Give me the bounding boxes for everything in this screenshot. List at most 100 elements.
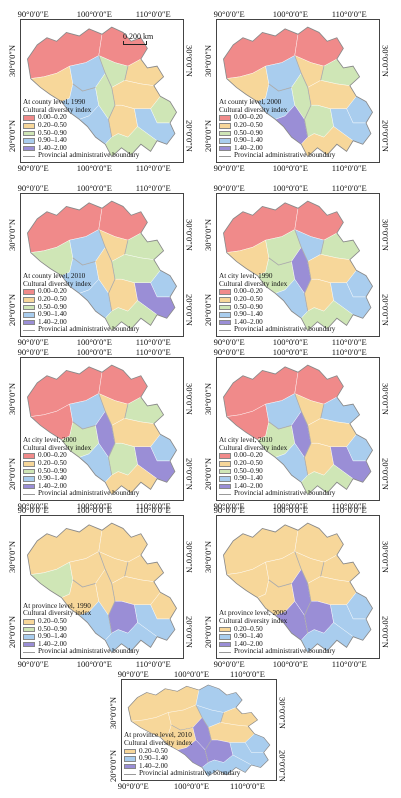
longitude-label: 110°0′0″E	[135, 347, 171, 357]
latitude-label: 30°0′0″N	[380, 382, 391, 415]
boundary-line-symbol	[23, 493, 35, 495]
latitude-label: 30°0′0″N	[380, 540, 391, 573]
legend-swatch	[219, 641, 231, 648]
legend-swatch	[23, 123, 35, 129]
legend-level-title: At province level, 1990	[23, 601, 91, 610]
legend-index-title: Cultural diversity index	[219, 616, 288, 625]
latitude-label: 20°0′0″N	[7, 457, 17, 490]
legend-swatch	[23, 476, 35, 482]
study-area-outline	[27, 364, 178, 496]
legend-swatch	[23, 297, 35, 303]
legend-item: 0.50–0.90	[23, 466, 139, 476]
province-boundary	[268, 83, 292, 92]
legend-item: 0.20–0.50	[219, 294, 335, 304]
map-frame: 0 200 km At county level, 1990 Cultural di…	[20, 19, 184, 163]
latitude-label: 20°0′0″N	[7, 293, 17, 326]
latitude-label: 20°0′0″N	[277, 750, 288, 783]
legend-class-label: 0.20–0.50	[234, 294, 263, 303]
legend-item: 1.40–2.00	[124, 761, 240, 771]
legend-item: 0.00–0.20	[219, 452, 335, 460]
legend-item: 0.50–0.90	[23, 625, 139, 634]
province-boundary	[320, 66, 325, 81]
latitude-label: 20°0′0″N	[203, 457, 213, 490]
legend-item: 0.00–0.20	[219, 114, 335, 122]
latitude-label: 30°0′0″N	[203, 44, 213, 77]
province-boundary	[220, 712, 225, 723]
legend-index-title: Cultural diversity index	[23, 443, 92, 452]
longitude-label: 110°0′0″E	[331, 501, 367, 511]
legend-item: 0.00–0.20	[219, 288, 335, 296]
longitude-label: 110°0′0″E	[230, 781, 265, 791]
legend-item: 1.40–2.00	[219, 318, 335, 327]
longitude-label: 110°0′0″E	[331, 9, 367, 19]
study-area-outline	[223, 26, 374, 158]
longitude-label: 90°0′0″E	[213, 659, 245, 669]
legend-class-label: 0.90–1.40	[234, 632, 263, 641]
legend-item-boundary: Provincial administrative boundary	[124, 770, 240, 778]
legend-swatch	[23, 115, 35, 121]
longitude-label: 90°0′0″E	[17, 163, 49, 173]
longitude-label: 90°0′0″E	[117, 781, 149, 791]
longitude-label: 110°0′0″E	[331, 337, 367, 347]
legend-item: 0.90–1.40	[219, 311, 335, 319]
province-boundary	[171, 724, 193, 731]
legend-level-title: At county level, 2000	[219, 98, 282, 107]
legend-level-title: At city level, 2010	[219, 436, 273, 445]
choropleth-map	[223, 200, 374, 332]
legend-class-label: 0.90–1.40	[139, 754, 168, 763]
boundary-line-symbol	[219, 651, 231, 653]
longitude-label: 100°0′0″E	[272, 337, 308, 347]
boundary-line-symbol	[219, 493, 231, 495]
map-frame: At county level, 2010 Cultural diversity …	[20, 193, 184, 337]
legend-boundary-label: Provincial administrative boundary	[38, 647, 140, 656]
legend-boundary-label: Provincial administrative boundary	[234, 647, 336, 656]
longitude-label: 110°0′0″E	[331, 163, 367, 173]
legend-class-label: 0.90–1.40	[234, 136, 263, 145]
legend-swatch	[219, 123, 231, 129]
longitude-label: 100°0′0″E	[76, 163, 112, 173]
legend-class-label: 0.20–0.50	[234, 120, 263, 129]
legend-item: 0.20–0.50	[23, 121, 139, 130]
legend-class-label: 0.90–1.40	[38, 632, 67, 641]
longitude-label: 90°0′0″E	[213, 501, 245, 511]
legend-swatch	[219, 453, 231, 459]
map-legend: At province level, 1990 Cultural diversit…	[23, 601, 140, 656]
legend-class-label: 0.00–0.20	[234, 451, 263, 460]
longitude-label: 100°0′0″E	[272, 9, 308, 19]
legend-class-label: 0.20–0.50	[38, 458, 67, 467]
legend-level-title: At county level, 2010	[23, 272, 86, 281]
longitude-label: 100°0′0″E	[272, 163, 308, 173]
legend-class-label: 0.90–1.40	[38, 310, 67, 319]
legend-class-label: 1.40–2.00	[139, 761, 168, 770]
legend-swatch	[124, 748, 136, 755]
map-panel: 90°0′0″E 100°0′0″E 110°0′0″E At province le…	[203, 506, 392, 676]
boundary-line-symbol	[219, 155, 231, 157]
legend-swatch	[219, 115, 231, 121]
legend-class-label: 0.00–0.20	[234, 287, 263, 296]
legend-class-label: 0.00–0.20	[234, 113, 263, 122]
legend-index-title: Cultural diversity index	[219, 443, 288, 452]
latitude-label: 20°0′0″N	[203, 293, 213, 326]
map-panel: 90°0′0″E 100°0′0″E 110°0′0″E 0 200 km At cou…	[7, 9, 196, 180]
longitude-label: 100°0′0″E	[76, 347, 112, 357]
latitude-label: 20°0′0″N	[380, 457, 391, 490]
legend-swatch	[23, 626, 35, 633]
legend-class-label: 0.90–1.40	[38, 474, 67, 483]
legend-class-label: 1.40–2.00	[38, 143, 67, 152]
latitude-label: 20°0′0″N	[203, 119, 213, 152]
legend-item: 1.40–2.00	[23, 143, 139, 153]
legend-item-boundary: Provincial administrative boundary	[23, 490, 139, 498]
latitude-label: 30°0′0″N	[7, 218, 17, 251]
latitude-label: 20°0′0″N	[380, 293, 391, 326]
longitude-label: 110°0′0″E	[135, 9, 171, 19]
province-boundary	[98, 55, 116, 138]
province-boundary	[72, 257, 96, 266]
longitude-label: 90°0′0″E	[17, 9, 49, 19]
longitude-label: 90°0′0″E	[213, 183, 245, 193]
legend-class-label: 0.50–0.90	[38, 466, 67, 475]
map-legend: At county level, 1990 Cultural diversity …	[23, 99, 139, 160]
legend-swatch	[124, 756, 136, 762]
legend-swatch	[23, 145, 35, 152]
study-area-outline	[223, 364, 374, 496]
province-boundary	[98, 229, 116, 312]
